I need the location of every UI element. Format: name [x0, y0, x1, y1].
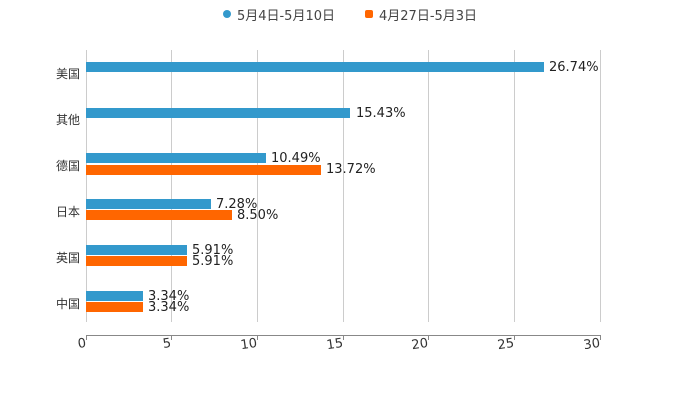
- x-tick: [86, 335, 87, 340]
- data-label: 26.74%: [549, 60, 599, 75]
- x-tick-label: 5: [161, 336, 173, 353]
- bar-germany-series-2[interactable]: [86, 165, 321, 175]
- bar-other-series-1[interactable]: [86, 108, 350, 118]
- x-tick-label: 10: [239, 336, 259, 354]
- data-label: 5.91%: [192, 254, 234, 269]
- category-label-usa: 美国: [55, 67, 80, 81]
- x-tick-label: 0: [76, 336, 88, 353]
- data-label: 15.43%: [356, 106, 406, 121]
- data-label: 8.50%: [237, 208, 279, 223]
- gridline: [171, 50, 172, 322]
- legend-marker-circle-icon: [222, 10, 231, 18]
- bar-germany-series-1[interactable]: [86, 153, 266, 163]
- gridline: [428, 50, 429, 322]
- data-label: 5.91%: [192, 243, 234, 258]
- bar-uk-series-2[interactable]: [86, 256, 187, 266]
- gridline: [600, 50, 601, 322]
- category-label-other: 其他: [55, 113, 80, 127]
- legend-item-series-1[interactable]: 5月4日-5月10日: [222, 4, 335, 24]
- bar-japan-series-1[interactable]: [86, 199, 211, 209]
- legend-marker-square-icon: [365, 10, 373, 18]
- gridline: [514, 50, 515, 322]
- gridline: [257, 50, 258, 322]
- x-tick: [343, 335, 344, 340]
- chart-legend: 5月4日-5月10日 4月27日-5月3日: [0, 4, 700, 24]
- legend-label: 4月27日-5月3日: [379, 8, 478, 24]
- data-label: 7.28%: [216, 197, 258, 212]
- gridline: [86, 50, 87, 322]
- x-tick: [257, 335, 258, 340]
- x-tick: [428, 335, 429, 340]
- gridline: [343, 50, 344, 322]
- data-label: 3.34%: [148, 289, 190, 304]
- x-tick-label: 15: [325, 336, 345, 354]
- bar-china-series-1[interactable]: [86, 291, 143, 301]
- legend-label: 5月4日-5月10日: [236, 8, 335, 24]
- data-label: 3.34%: [148, 300, 190, 315]
- category-label-germany: 德国: [55, 159, 80, 173]
- x-tick-label: 20: [410, 336, 430, 354]
- category-label-uk: 英国: [55, 251, 80, 265]
- bar-china-series-2[interactable]: [86, 302, 143, 312]
- category-label-japan: 日本: [55, 205, 80, 219]
- x-tick-label: 25: [496, 336, 516, 354]
- bar-uk-series-1[interactable]: [86, 245, 187, 255]
- x-tick: [514, 335, 515, 340]
- x-tick-label: 30: [582, 336, 602, 354]
- data-label: 10.49%: [271, 151, 321, 166]
- data-label: 13.72%: [326, 162, 376, 177]
- bar-japan-series-2[interactable]: [86, 210, 232, 220]
- category-label-china: 中国: [55, 297, 80, 311]
- x-tick: [600, 335, 601, 340]
- x-tick: [171, 335, 172, 340]
- bar-usa-series-1[interactable]: [86, 62, 544, 72]
- legend-item-series-2[interactable]: 4月27日-5月3日: [365, 4, 477, 24]
